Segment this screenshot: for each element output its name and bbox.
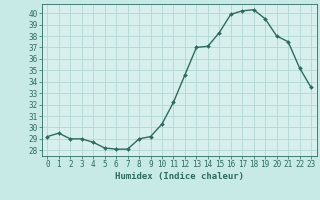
X-axis label: Humidex (Indice chaleur): Humidex (Indice chaleur) [115,172,244,181]
